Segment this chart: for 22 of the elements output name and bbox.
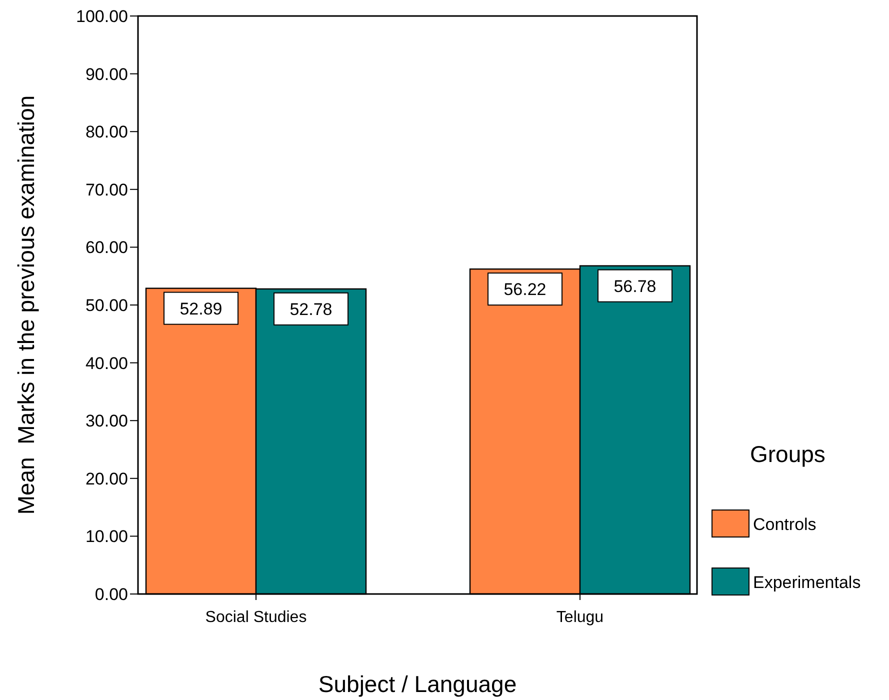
- y-tick-label: 80.00: [85, 122, 128, 142]
- y-tick-label: 100.00: [76, 7, 128, 26]
- y-tick-label: 20.00: [85, 469, 128, 488]
- y-tick-label: 30.00: [85, 412, 128, 431]
- legend-label: Controls: [753, 515, 816, 534]
- x-axis-title: Subject / Language: [318, 671, 517, 697]
- y-tick-label: 60.00: [85, 238, 128, 258]
- data-label: 52.89: [180, 299, 222, 318]
- y-tick-label: 50.00: [85, 296, 128, 315]
- legend-label: Experimentals: [753, 573, 861, 592]
- y-axis-title: Mean Marks in the previous examination: [13, 95, 39, 515]
- y-tick-label: 10.00: [85, 527, 128, 546]
- y-tick-label: 40.00: [85, 354, 128, 373]
- y-tick-label: 0.00: [94, 585, 128, 604]
- x-tick-label: Social Studies: [205, 609, 307, 626]
- y-tick-label: 90.00: [85, 64, 128, 84]
- data-label: 56.78: [614, 276, 656, 296]
- legend-title: Groups: [750, 441, 826, 467]
- x-tick-label: Telugu: [556, 609, 604, 626]
- data-label: 52.78: [290, 300, 332, 319]
- data-label: 56.22: [504, 280, 546, 300]
- y-tick-label: 70.00: [85, 180, 128, 200]
